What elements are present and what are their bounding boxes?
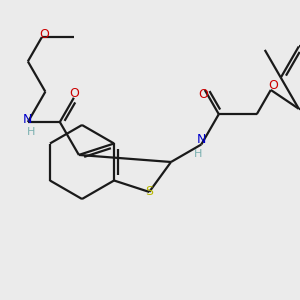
Text: H: H bbox=[27, 127, 35, 137]
Text: S: S bbox=[145, 185, 153, 198]
Text: N: N bbox=[196, 133, 206, 146]
Text: H: H bbox=[194, 149, 202, 160]
Text: O: O bbox=[198, 88, 208, 101]
Text: N: N bbox=[23, 112, 32, 125]
Text: O: O bbox=[69, 87, 79, 100]
Text: O: O bbox=[39, 28, 49, 41]
Text: O: O bbox=[268, 80, 278, 92]
